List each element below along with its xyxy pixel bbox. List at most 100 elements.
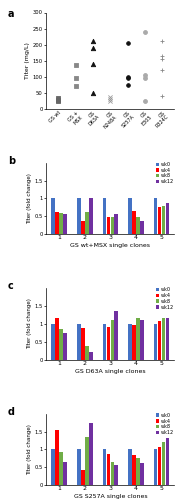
Bar	[128, 324, 132, 360]
Text: a: a	[8, 8, 14, 18]
Point	[161, 55, 164, 63]
Bar	[103, 324, 106, 360]
Point	[57, 94, 60, 102]
Point	[144, 74, 146, 82]
Bar	[114, 214, 118, 234]
Text: d: d	[8, 406, 15, 416]
Bar	[166, 318, 169, 360]
Y-axis label: Titer (mg/L): Titer (mg/L)	[25, 42, 30, 79]
Bar	[140, 220, 144, 234]
Point	[92, 88, 95, 96]
Bar	[81, 470, 85, 485]
Bar	[59, 330, 63, 360]
Text: c: c	[8, 281, 14, 291]
Point	[161, 92, 164, 100]
Point	[57, 96, 60, 104]
Y-axis label: Titer (fold change): Titer (fold change)	[27, 298, 32, 350]
Bar	[103, 450, 106, 485]
Bar	[55, 430, 59, 485]
Bar	[132, 454, 136, 485]
Bar	[128, 198, 132, 234]
Point	[92, 38, 95, 46]
X-axis label: GS S257A single clones: GS S257A single clones	[74, 494, 147, 499]
Bar	[85, 346, 88, 360]
Bar	[89, 198, 93, 234]
Y-axis label: Titer (fold change): Titer (fold change)	[27, 424, 32, 475]
Point	[57, 96, 60, 104]
Bar	[111, 218, 114, 234]
Bar	[77, 450, 81, 485]
Bar	[162, 442, 165, 485]
Bar	[63, 333, 67, 359]
Y-axis label: Titer (fold change): Titer (fold change)	[27, 173, 32, 224]
Bar	[63, 462, 67, 485]
Bar	[158, 446, 161, 485]
Bar	[132, 325, 136, 360]
Bar	[89, 422, 93, 485]
Bar	[136, 318, 140, 360]
Point	[126, 39, 129, 47]
Bar	[132, 211, 136, 234]
Legend: wk0, wk4, wk8, wk12: wk0, wk4, wk8, wk12	[156, 288, 174, 310]
Bar	[128, 450, 132, 485]
Bar	[107, 327, 110, 360]
Bar	[51, 450, 55, 485]
Bar	[136, 218, 140, 234]
Bar	[77, 198, 81, 234]
Text: b: b	[8, 156, 15, 166]
Legend: wk0, wk4, wk8, wk12: wk0, wk4, wk8, wk12	[156, 162, 174, 184]
Bar	[51, 324, 55, 360]
Bar	[154, 198, 158, 234]
Point	[161, 38, 164, 46]
Point	[74, 82, 77, 90]
Bar	[111, 462, 114, 485]
Point	[74, 74, 77, 82]
Bar	[85, 437, 88, 485]
Bar	[162, 206, 165, 234]
X-axis label: GS wt+MSX single clones: GS wt+MSX single clones	[70, 244, 150, 248]
Bar	[140, 320, 144, 360]
Bar	[51, 198, 55, 234]
Point	[92, 44, 95, 52]
Point	[161, 66, 164, 74]
Bar	[55, 318, 59, 360]
Bar	[85, 212, 88, 234]
Bar	[166, 203, 169, 234]
Point	[161, 52, 164, 60]
Bar	[81, 328, 85, 360]
Point	[126, 72, 129, 80]
Bar	[55, 212, 59, 234]
Point	[144, 28, 146, 36]
Bar	[140, 463, 144, 485]
Bar	[114, 312, 118, 360]
Bar	[158, 208, 161, 234]
Legend: wk0, wk4, wk8, wk12: wk0, wk4, wk8, wk12	[156, 413, 174, 435]
Point	[144, 96, 146, 104]
Point	[92, 60, 95, 68]
Bar	[107, 218, 110, 234]
Bar	[154, 450, 158, 485]
Bar	[89, 352, 93, 360]
Point	[126, 74, 129, 82]
Point	[74, 62, 77, 70]
Point	[109, 96, 112, 104]
Bar	[77, 324, 81, 360]
Bar	[81, 220, 85, 234]
Bar	[166, 438, 169, 485]
Bar	[63, 214, 67, 234]
Bar	[158, 322, 161, 360]
Bar	[59, 212, 63, 234]
Bar	[107, 454, 110, 485]
Point	[109, 95, 112, 103]
Bar	[114, 466, 118, 485]
Bar	[103, 198, 106, 234]
Bar	[59, 452, 63, 485]
X-axis label: GS D63A single clones: GS D63A single clones	[75, 368, 146, 374]
Point	[144, 71, 146, 79]
Point	[126, 80, 129, 88]
Bar	[162, 318, 165, 360]
Bar	[136, 458, 140, 485]
Bar	[111, 320, 114, 360]
Bar	[154, 324, 158, 360]
Point	[109, 94, 112, 102]
